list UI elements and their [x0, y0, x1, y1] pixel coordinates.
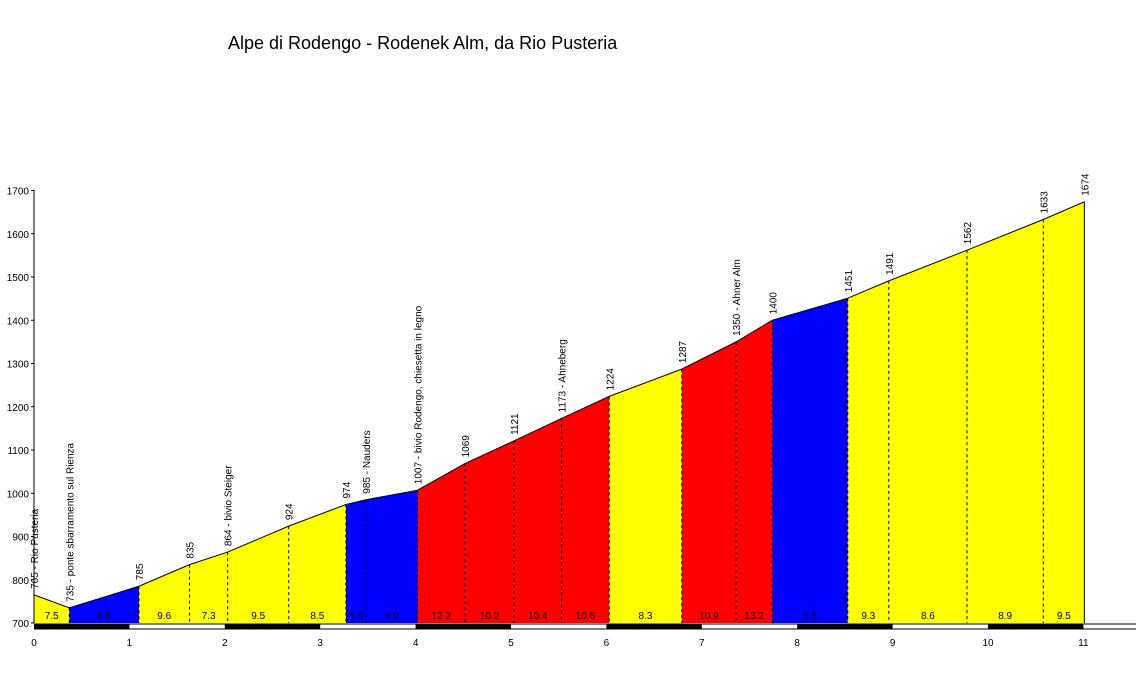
km-bar-black [797, 624, 893, 629]
gradient-label: 12.2 [432, 611, 452, 622]
gradient-label: 10.6 [576, 611, 596, 622]
gradient-label: 10.4 [528, 611, 548, 622]
gradient-label: 8.5 [310, 611, 324, 622]
gradient-label: 9.5 [251, 611, 265, 622]
y-tick-label: 1100 [7, 446, 29, 457]
point-label: 1224 [605, 368, 616, 391]
point-label: 1491 [885, 252, 896, 275]
segment-fill [69, 586, 139, 623]
km-bar-black [415, 624, 511, 629]
segment-fill [345, 499, 366, 623]
gradient-label: 8.9 [998, 611, 1012, 622]
point-label: 1007 - bivio Rodengo, chiesetta in legno [414, 305, 425, 484]
point-label: 985 - Nauders [362, 430, 373, 493]
profile-line [33, 201, 1085, 609]
point-label: 864 - bivio Steiger [224, 465, 235, 546]
point-label: 765 - Rio Pusteria [30, 508, 41, 588]
x-tick-label: 11 [1078, 638, 1089, 649]
x-tick-label: 4 [413, 638, 419, 649]
segment-fill [189, 552, 228, 623]
y-tick-label: 1500 [7, 273, 30, 284]
segment-fill [34, 594, 70, 623]
segment-fill [967, 219, 1044, 624]
y-tick-label: 900 [12, 533, 29, 544]
point-label: 1674 [1080, 173, 1091, 196]
x-tick-label: 5 [508, 638, 514, 649]
gradient-label: 10.2 [480, 611, 500, 622]
gradient-label: 9.6 [157, 611, 171, 622]
segment-fill [681, 341, 737, 623]
y-tick-label: 700 [12, 619, 29, 630]
x-tick-label: 1 [127, 638, 133, 649]
x-tick-label: 3 [317, 638, 323, 649]
point-label: 1350 - Ahner Alm [732, 259, 743, 336]
segment-fill [288, 504, 346, 623]
point-label: 785 [135, 563, 146, 580]
km-bar-black [988, 624, 1084, 629]
point-label: 924 [285, 503, 296, 520]
gradient-label: 8.8 [97, 611, 111, 622]
point-label: 974 [342, 481, 353, 498]
segment-fill [465, 440, 514, 623]
x-tick-label: 7 [699, 638, 705, 649]
km-bar-black [34, 624, 130, 629]
segment-fill [888, 250, 968, 623]
km-bar-black [606, 624, 702, 629]
y-tick-label: 1300 [7, 360, 30, 371]
point-label: 1173 - Ahneberg [558, 339, 569, 412]
segment-fill [561, 396, 610, 623]
point-label: 1400 [768, 292, 779, 315]
gradient-label: 8.6 [921, 611, 935, 622]
km-bar-black [224, 624, 321, 629]
y-tick-label: 1000 [7, 489, 30, 500]
gradient-label: 13.2 [745, 611, 765, 622]
gradient-label: 7.3 [202, 611, 216, 622]
point-label: 1633 [1039, 191, 1050, 214]
segment-fill [609, 369, 682, 623]
gradient-label: 4.0 [385, 611, 399, 622]
segment-fill [736, 320, 773, 623]
segment-fill [847, 280, 889, 623]
segment-fill [138, 564, 190, 623]
gradient-label: 9.3 [861, 611, 875, 622]
gradient-label: 10.9 [699, 611, 719, 622]
segment-fill [772, 298, 848, 623]
y-tick-label: 1700 [7, 187, 30, 198]
point-label: 1287 [678, 340, 689, 363]
segment-fill [365, 490, 418, 623]
y-tick-label: 1200 [7, 403, 30, 414]
chart-title: Alpe di Rodengo - Rodenek Alm, da Rio Pu… [228, 33, 618, 53]
y-tick-label: 800 [12, 576, 29, 587]
segment-fill [513, 418, 562, 623]
segment-fill [1043, 201, 1085, 623]
x-tick-label: 2 [222, 638, 228, 649]
x-tick-label: 9 [890, 638, 896, 649]
gradient-label: 6.5 [803, 611, 817, 622]
point-label: 1562 [963, 222, 974, 245]
gradient-label: 5.0 [349, 611, 363, 622]
x-tick-label: 6 [604, 638, 610, 649]
gradient-label: 9.5 [1057, 611, 1071, 622]
x-tick-label: 0 [31, 638, 37, 649]
segment-fill [417, 463, 466, 623]
x-tick-label: 8 [794, 638, 800, 649]
y-tick-label: 1600 [7, 230, 30, 241]
x-tick-label: 10 [982, 638, 994, 649]
point-label: 1121 [510, 413, 521, 435]
point-label: 735 - ponte sbarramento sul Rienza [65, 442, 76, 601]
point-label: 835 [186, 541, 197, 558]
y-tick-label: 1400 [7, 316, 30, 327]
gradient-label: 8.3 [639, 611, 653, 622]
gradient-label: 7.5 [45, 611, 59, 622]
point-label: 1451 [844, 270, 855, 293]
segment-fill [227, 526, 289, 623]
point-label: 1069 [461, 435, 472, 458]
